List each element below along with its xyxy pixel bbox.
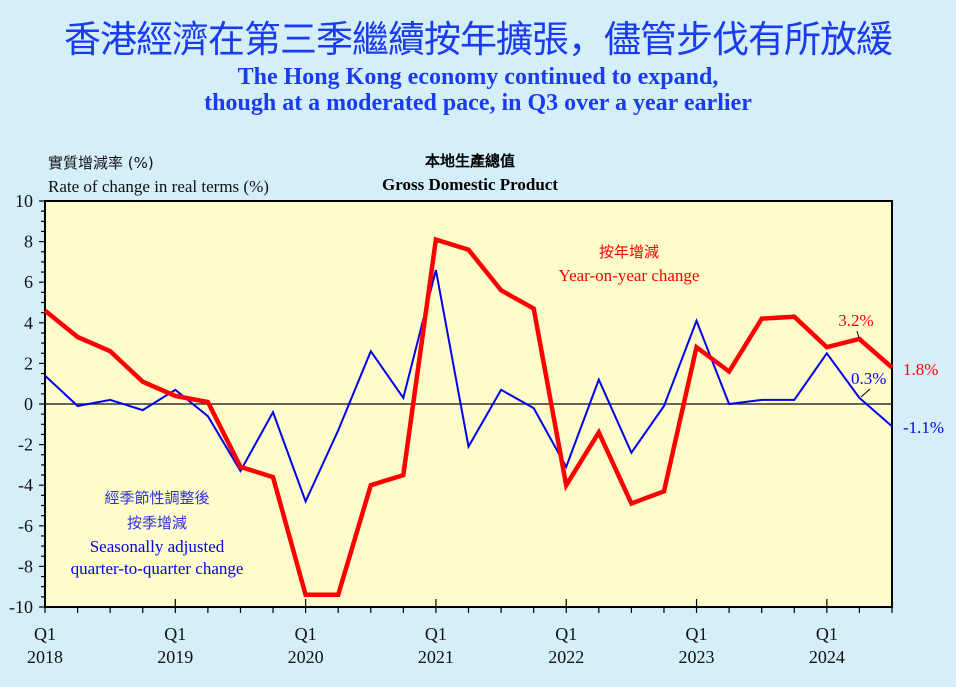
x-tick-label-quarter: Q1 (816, 624, 838, 644)
legend-qoq-en-2: quarter-to-quarter change (71, 559, 244, 578)
x-tick-label-year: 2024 (809, 647, 845, 667)
y-tick-label: 2 (24, 353, 33, 373)
y-tick-label: -6 (18, 516, 33, 536)
y-axis: 10 8 6 4 2 0 -2 -4 -6 -8 -10 (9, 191, 46, 617)
x-tick-label-quarter: Q1 (686, 624, 708, 644)
y-tick-label: 8 (24, 232, 33, 252)
x-tick-label-quarter: Q1 (164, 624, 186, 644)
annotation-yoy-q2-2024: 3.2% (838, 311, 873, 330)
annotation-qoq-q3-2024: -1.1% (903, 418, 944, 437)
x-tick-label-year: 2019 (157, 647, 193, 667)
legend-yoy-zh: 按年增減 (599, 243, 659, 261)
y-axis-label-en: Rate of change in real terms (%) (48, 177, 269, 196)
y-tick-label: -8 (18, 556, 33, 576)
annotation-leader-yoy (856, 330, 860, 339)
yoy-series-line (43, 236, 894, 598)
x-tick-label-quarter: Q1 (555, 624, 577, 644)
legend-qoq-zh-2: 按季增減 (127, 514, 187, 532)
y-tick-label: 10 (15, 191, 33, 211)
x-tick-label-year: 2022 (548, 647, 584, 667)
legend-qoq-zh-1: 經季節性調整後 (104, 489, 209, 507)
x-tick-label-quarter: Q1 (425, 624, 447, 644)
chart-title-chinese: 香港經濟在第三季繼續按年擴張，儘管步伐有所放緩 (64, 18, 893, 61)
x-axis: Q1 2018 Q1 2019 Q1 2020 Q1 2021 Q1 2022 Q1 2023 Q1 20… (27, 599, 893, 667)
legend-yoy-en: Year-on-year change (559, 266, 700, 285)
y-tick-label: 6 (24, 272, 33, 292)
plot-title-en: Gross Domestic Product (382, 175, 558, 194)
x-tick-label-year: 2021 (418, 647, 454, 667)
x-tick-label-year: 2020 (288, 647, 324, 667)
plot-title: 本地生產總值 Gross Domestic Product (340, 150, 600, 196)
plot-title-zh: 本地生產總值 (424, 152, 515, 170)
annotation-yoy-q3-2024: 1.8% (903, 360, 938, 379)
annotation-leader-qoq (860, 388, 871, 398)
x-tick-label-quarter: Q1 (295, 624, 317, 644)
y-tick-label: -2 (18, 435, 33, 455)
chart-title-english: The Hong Kong economy continued to expan… (0, 64, 956, 116)
x-tick-label-year: 2023 (679, 647, 715, 667)
y-axis-label: 實質增減率 (%) Rate of change in real terms (… (48, 152, 269, 198)
y-axis-label-zh: 實質增減率 (%) (48, 154, 154, 172)
title-en-line-2: though at a moderated pace, in Q3 over a… (204, 90, 752, 116)
y-tick-label: -4 (18, 475, 33, 495)
y-tick-label: 4 (24, 313, 33, 333)
y-tick-label: 0 (24, 394, 33, 414)
x-tick-label-quarter: Q1 (34, 624, 56, 644)
y-tick-label: -10 (9, 597, 33, 617)
title-en-line-1: The Hong Kong economy continued to expan… (237, 64, 719, 90)
annotation-qoq-q2-2024: 0.3% (851, 369, 886, 388)
legend-qoq-en-1: Seasonally adjusted (90, 537, 225, 556)
x-tick-label-year: 2018 (27, 647, 63, 667)
